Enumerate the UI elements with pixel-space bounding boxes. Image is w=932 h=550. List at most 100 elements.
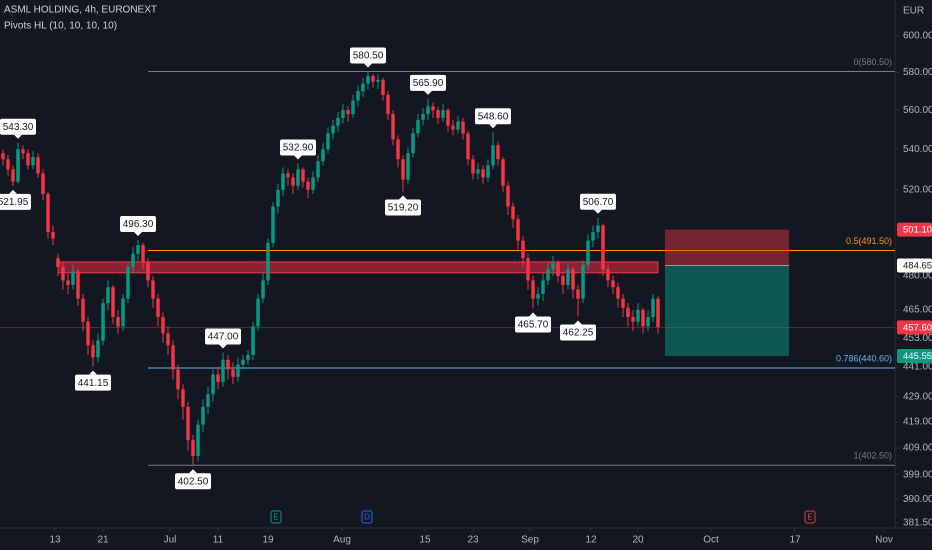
candle-body xyxy=(636,310,640,322)
pivot-box xyxy=(205,328,241,345)
candle-body xyxy=(526,258,530,281)
candle-body xyxy=(216,374,220,382)
y-tick-label: 520.00 xyxy=(903,184,932,195)
axis-unit: EUR xyxy=(903,6,924,17)
x-tick-label: 23 xyxy=(467,535,479,546)
y-tick-label: 399.00 xyxy=(903,469,932,480)
pivot-label: 532.90 xyxy=(283,143,314,154)
candle-body xyxy=(116,317,120,327)
candle-body xyxy=(281,173,285,190)
candle-body xyxy=(396,139,400,160)
pivot-pointer xyxy=(89,370,97,375)
x-tick-label: 11 xyxy=(213,535,224,546)
candle-body xyxy=(646,317,650,327)
candle-body xyxy=(481,169,485,178)
pivot-box xyxy=(385,199,421,216)
x-tick-label: 17 xyxy=(789,535,801,546)
pivot-pointer xyxy=(489,124,497,129)
candle-body xyxy=(516,219,520,241)
y-tick-label: 465.00 xyxy=(903,305,932,316)
candle-body xyxy=(571,269,575,290)
y-tick-label: 540.00 xyxy=(903,144,932,155)
candle-body xyxy=(591,232,595,241)
candle-body xyxy=(61,266,65,281)
y-tick-label: 441.00 xyxy=(903,362,932,373)
fib-label: 0.786(440.60) xyxy=(836,353,892,363)
pivot-pointer xyxy=(9,189,17,194)
price-tag xyxy=(897,320,932,335)
candle-body xyxy=(371,76,375,82)
candle-body xyxy=(631,317,635,322)
candle-body xyxy=(276,189,280,207)
event-marker xyxy=(361,510,373,524)
event-marker xyxy=(270,510,282,524)
candle-body xyxy=(161,317,165,334)
pivot-box xyxy=(0,193,31,210)
candle-body xyxy=(221,359,225,382)
pivot-pointer xyxy=(294,155,302,160)
candle-body xyxy=(536,293,540,299)
candle-body xyxy=(421,113,425,120)
candle-body xyxy=(381,79,385,95)
candle-body xyxy=(36,157,40,174)
candle-body xyxy=(76,271,80,299)
pivot-pointer xyxy=(424,90,432,95)
candle-body xyxy=(201,406,205,425)
fib-label: 1(402.50) xyxy=(853,451,892,461)
candle-body xyxy=(511,206,515,220)
x-tick-label: 12 xyxy=(585,535,597,546)
fib-label: 0(580.50) xyxy=(853,57,892,67)
pivot-box xyxy=(0,118,36,135)
price-tag-label: 501.10 xyxy=(903,225,932,236)
candle-body xyxy=(266,242,270,281)
candle-body xyxy=(501,159,505,186)
price-tag-label: 457.60 xyxy=(903,322,932,333)
x-tick-label: 20 xyxy=(632,535,644,546)
candle-body xyxy=(46,193,50,233)
event-label: E xyxy=(273,513,278,522)
candle-body xyxy=(561,275,565,285)
candle-body xyxy=(191,440,195,456)
candle-body xyxy=(241,359,245,365)
candle-body xyxy=(56,258,60,267)
candle-body xyxy=(31,157,35,166)
candle-body xyxy=(1,153,5,160)
candle-body xyxy=(131,253,135,267)
candle-body xyxy=(306,181,310,190)
candle-body xyxy=(41,173,45,194)
pivot-pointer xyxy=(189,469,197,474)
y-tick-label: 480.00 xyxy=(903,271,932,282)
price-tag xyxy=(897,258,932,273)
candle-body xyxy=(96,340,100,358)
pivot-pointer xyxy=(364,63,372,68)
candle-body xyxy=(391,113,395,140)
target-zone xyxy=(665,265,789,357)
y-tick-label: 600.00 xyxy=(903,31,932,42)
pivot-pointer xyxy=(219,344,227,349)
candle-body xyxy=(126,266,130,299)
candle-body xyxy=(471,159,475,174)
pivot-box xyxy=(410,74,446,91)
candle-body xyxy=(16,149,20,182)
pivot-label: 441.15 xyxy=(78,378,109,389)
pivot-pointer xyxy=(134,232,142,237)
candle-body xyxy=(496,145,500,160)
candle-body xyxy=(341,110,345,118)
candle-body xyxy=(466,133,470,160)
candle-body xyxy=(531,280,535,299)
candle-body xyxy=(461,121,465,134)
candle-body xyxy=(86,321,90,346)
candle-body xyxy=(336,117,340,126)
candle-body xyxy=(656,298,660,328)
candle-body xyxy=(431,106,435,111)
y-tick-label: 381.50 xyxy=(903,518,932,529)
candle-body xyxy=(386,94,390,114)
candle-body xyxy=(351,100,355,114)
pivot-box xyxy=(280,139,316,156)
candle-body xyxy=(541,280,545,294)
candle-body xyxy=(356,91,360,101)
candle-body xyxy=(376,79,380,82)
candle-body xyxy=(621,298,625,308)
